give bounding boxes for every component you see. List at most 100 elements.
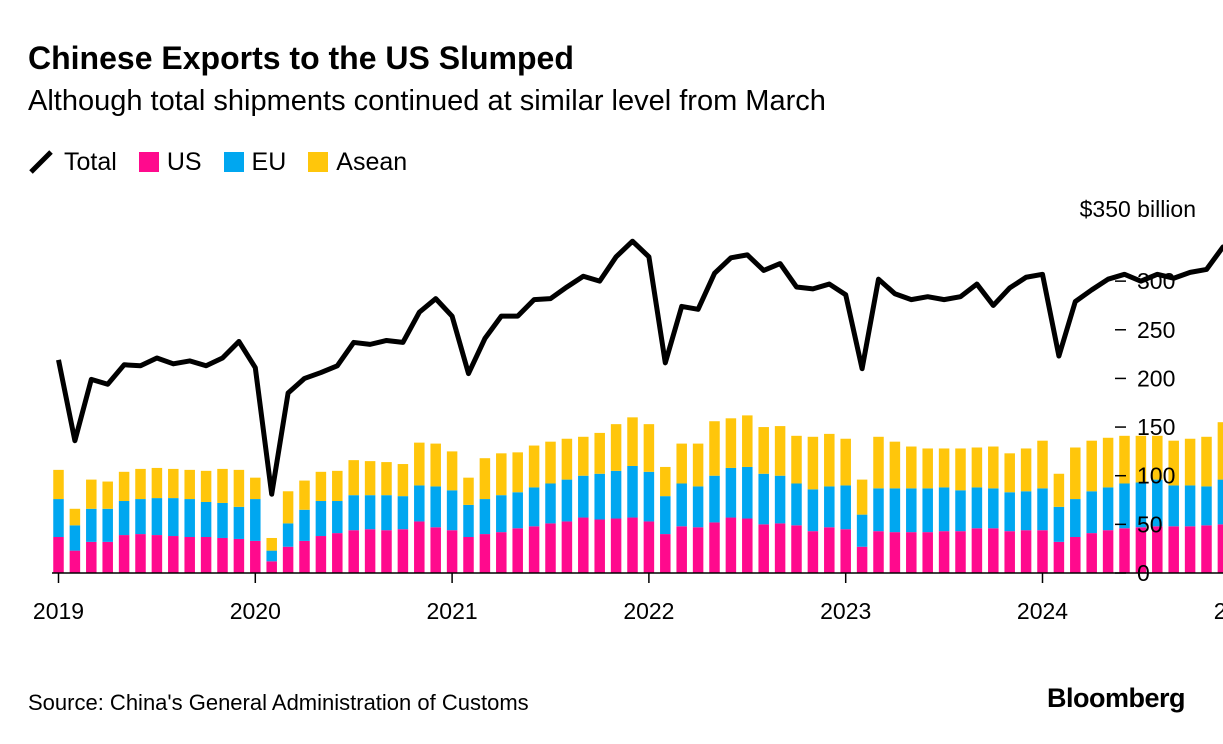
bar-asean-2024-11: [1201, 436, 1212, 487]
legend-label-asean: Asean: [336, 147, 408, 176]
bar-eu-2020-01: [250, 499, 261, 541]
bar-asean-2020-07: [348, 460, 359, 496]
legend-item-asean: Asean: [308, 148, 407, 177]
legend-item-us: US: [138, 148, 202, 177]
bar-us-2019-12: [233, 538, 245, 573]
bar-us-2020-01: [250, 540, 261, 573]
bar-asean-2023-10: [988, 446, 999, 489]
bar-us-2023-12: [1020, 530, 1032, 573]
bar-us-2024-03: [1070, 537, 1081, 573]
bar-asean-2019-07: [151, 467, 163, 499]
bar-us-2022-01: [643, 521, 655, 573]
bar-asean-2021-03: [479, 458, 491, 500]
bar-us-2021-05: [512, 528, 523, 573]
bar-eu-2023-09: [971, 487, 983, 529]
legend-swatch-eu: [223, 152, 244, 172]
bar-eu-2019-02: [69, 525, 81, 551]
bar-eu-2019-04: [102, 508, 113, 542]
bar-eu-2020-05: [315, 501, 327, 537]
bar-us-2021-03: [479, 534, 491, 573]
bar-eu-2023-03: [873, 488, 884, 532]
y-tick-label-100: 100: [1137, 463, 1175, 489]
bar-us-2022-11: [807, 531, 819, 573]
bar-asean-2023-01: [840, 438, 851, 486]
legend-item-total: Total: [28, 148, 117, 177]
bar-asean-2022-11: [807, 436, 819, 490]
bar-eu-2020-10: [397, 496, 409, 530]
bar-asean-2022-10: [791, 435, 802, 484]
bar-us-2020-07: [348, 530, 359, 573]
bar-eu-2020-09: [381, 495, 392, 531]
bar-us-2020-04: [299, 540, 310, 573]
bar-eu-2023-10: [988, 488, 999, 529]
bar-us-2019-07: [151, 535, 163, 573]
bar-eu-2021-02: [463, 504, 474, 538]
bar-us-2020-03: [282, 546, 294, 573]
bar-asean-2020-09: [381, 462, 392, 496]
bar-eu-2024-02: [1053, 506, 1065, 542]
bar-eu-2022-08: [758, 473, 769, 525]
bar-us-2022-02: [660, 534, 671, 573]
bar-asean-2023-05: [906, 446, 917, 489]
bar-asean-2023-06: [922, 448, 933, 489]
bar-eu-2024-04: [1086, 491, 1097, 534]
bar-eu-2024-09: [1168, 485, 1179, 527]
bar-eu-2020-12: [430, 486, 441, 528]
bar-eu-2021-04: [496, 495, 507, 533]
bar-eu-2024-06: [1119, 483, 1130, 529]
bar-eu-2021-10: [594, 473, 605, 520]
bloomberg-logo: Bloomberg: [1046, 683, 1186, 713]
legend-swatch-us: [138, 152, 159, 172]
bar-asean-2023-11: [1004, 453, 1015, 493]
bar-asean-2023-04: [889, 441, 901, 489]
bar-us-2021-08: [561, 521, 573, 573]
bar-asean-2024-07: [1135, 435, 1147, 483]
y-tick-label-0: 0: [1137, 560, 1150, 586]
bar-asean-2020-10: [397, 464, 409, 497]
bar-asean-2019-05: [118, 471, 130, 502]
bar-us-2024-07: [1135, 527, 1147, 573]
bar-us-2023-10: [988, 528, 999, 573]
bar-us-2019-09: [184, 537, 195, 573]
x-tick-label-2022: 2022: [623, 598, 674, 624]
bar-us-2020-06: [332, 533, 343, 573]
y-tick-label-250: 250: [1137, 317, 1175, 343]
bar-us-2019-05: [118, 535, 130, 573]
bar-us-2020-09: [381, 530, 392, 573]
bar-asean-2024-08: [1152, 435, 1163, 480]
bar-us-2023-04: [889, 532, 901, 573]
bar-asean-2022-04: [692, 443, 704, 487]
y-tick-label-150: 150: [1137, 414, 1175, 440]
bar-asean-2022-07: [742, 415, 753, 467]
bar-asean-2019-03: [86, 479, 97, 509]
bar-asean-2021-08: [561, 438, 573, 480]
bar-eu-2019-05: [118, 501, 130, 536]
bar-us-2020-10: [397, 529, 409, 573]
bar-eu-2022-03: [676, 483, 687, 527]
x-tick-label-2021: 2021: [427, 598, 478, 624]
legend-label-total: Total: [64, 147, 117, 176]
bar-eu-2024-07: [1135, 482, 1147, 528]
bar-asean-2019-01: [53, 469, 64, 500]
bar-asean-2022-12: [824, 433, 835, 487]
bar-asean-2024-12: [1217, 422, 1223, 480]
bar-asean-2020-03: [282, 491, 294, 524]
bar-eu-2021-11: [610, 470, 622, 519]
bar-us-2020-08: [364, 529, 376, 573]
bar-asean-2023-07: [938, 448, 950, 488]
bar-us-2022-03: [676, 526, 687, 573]
bar-eu-2019-06: [135, 499, 146, 535]
bar-us-2019-11: [217, 537, 228, 573]
bar-asean-2024-10: [1184, 438, 1196, 486]
bar-us-2021-11: [610, 518, 622, 573]
bar-eu-2024-03: [1070, 499, 1081, 537]
bars-group: [53, 415, 1223, 573]
bar-us-2021-02: [463, 537, 474, 573]
bar-eu-2022-11: [807, 489, 819, 532]
bar-us-2023-01: [840, 529, 851, 573]
bar-asean-2023-02: [856, 479, 868, 515]
x-tick-label-2023: 2023: [820, 598, 871, 624]
bar-eu-2019-09: [184, 499, 195, 537]
bar-eu-2023-05: [906, 488, 917, 533]
